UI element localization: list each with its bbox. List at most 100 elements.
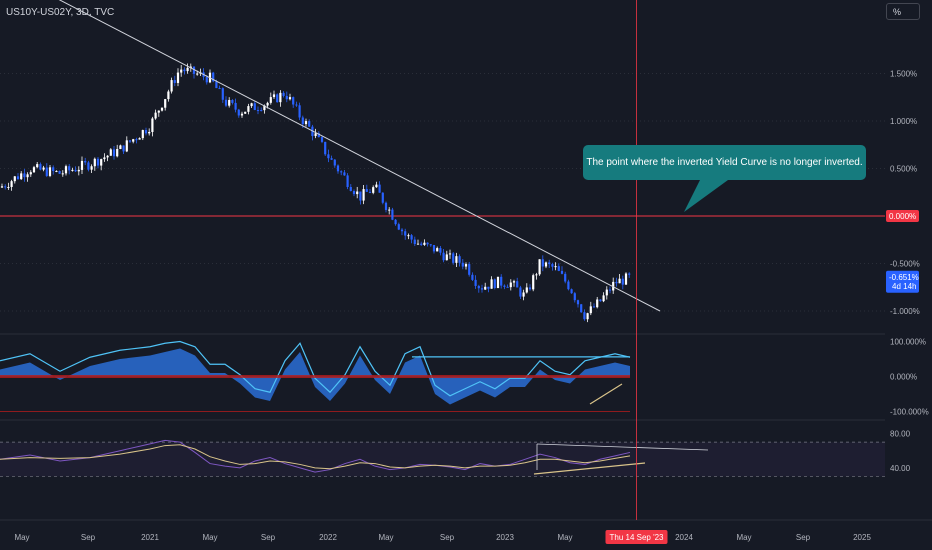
candle-body [404, 231, 407, 236]
candle-body [362, 189, 365, 201]
candle-body [423, 242, 426, 245]
candle-body [340, 171, 343, 173]
candle-body [474, 279, 477, 286]
candle-body [164, 99, 167, 108]
candle-body [477, 285, 480, 289]
candle-body [64, 166, 68, 174]
candle-body [368, 191, 372, 193]
candle-body [80, 160, 84, 170]
candle-body [29, 172, 32, 175]
candle-body [576, 300, 580, 305]
candle-body [135, 139, 138, 141]
candle-body [39, 164, 42, 170]
time-axis-label: May [14, 533, 29, 542]
candle-body [189, 66, 192, 68]
candle-body [32, 167, 36, 173]
candle-body [573, 293, 576, 301]
candle-body [272, 94, 276, 98]
candle-body [557, 266, 560, 271]
candle-body [285, 95, 288, 100]
candle-body [468, 264, 471, 275]
candle-body [13, 176, 16, 182]
candle-body [516, 281, 519, 288]
candle-body [349, 186, 352, 192]
time-axis-label: May [736, 533, 751, 542]
cursor-date-tag [605, 530, 668, 544]
candle-body [192, 66, 196, 74]
candle-body [186, 67, 189, 72]
time-axis-label: 2025 [853, 533, 871, 542]
time-axis-label: Sep [81, 533, 96, 542]
candle-body [154, 112, 157, 119]
price-tick-label: 1.000% [890, 117, 917, 126]
rsi-divergence-arrow [533, 462, 646, 475]
candle-body [372, 187, 375, 193]
candle-body [96, 158, 100, 166]
candle-body [391, 209, 394, 220]
candle-body [317, 133, 320, 138]
candle-body [496, 276, 500, 289]
candle-body [157, 110, 160, 113]
candle-body [100, 159, 103, 166]
candle-body [84, 160, 87, 163]
candle-body [551, 264, 554, 267]
candle-body [359, 191, 362, 201]
candle-body [487, 286, 490, 289]
candle-body [119, 145, 122, 150]
last-price-label: -0.651% [889, 273, 919, 282]
candle-body [298, 105, 301, 118]
candle-body [320, 137, 324, 142]
price-tick-label: -0.500% [890, 260, 920, 269]
candle-body [480, 288, 484, 290]
candle-body [77, 169, 80, 172]
candle-body [346, 175, 349, 187]
candle-body [288, 97, 292, 100]
candle-body [570, 289, 573, 294]
candle-body [292, 97, 295, 105]
candle-body [16, 176, 20, 180]
candle-body [87, 162, 90, 170]
candle-body [330, 158, 333, 160]
time-axis-label: Sep [440, 533, 455, 542]
candle-body [256, 109, 260, 111]
annotation-callout[interactable]: The point where the inverted Yield Curve… [583, 145, 866, 180]
candle-body [61, 173, 64, 175]
zero-price-tag [886, 210, 919, 222]
candle-body [413, 239, 416, 244]
candle-body [544, 262, 548, 267]
candle-body [7, 186, 10, 188]
candle-body [215, 81, 218, 89]
candle-body [608, 289, 612, 291]
candle-body [125, 140, 128, 152]
candle-body [592, 306, 596, 308]
rsi-moving-average [0, 444, 631, 470]
callout-pointer [684, 180, 728, 212]
candle-body [36, 164, 39, 168]
candle-body [74, 169, 77, 172]
candle-body [397, 224, 400, 230]
candle-body [327, 154, 330, 159]
candle-body [471, 274, 474, 280]
candle-body [519, 287, 522, 297]
rsi-trendline [536, 443, 709, 451]
candle-body [212, 72, 215, 82]
candle-body [429, 244, 432, 246]
candle-body [228, 100, 231, 106]
time-axis-label: Sep [796, 533, 811, 542]
candle-body [58, 170, 61, 174]
candle-body [583, 312, 586, 320]
candle-body [442, 252, 445, 261]
candle-body [461, 262, 464, 267]
candle-body [93, 158, 96, 167]
candle-body [500, 276, 503, 286]
candle-body [55, 170, 58, 172]
candle-body [420, 243, 423, 245]
candle-body [244, 111, 247, 114]
percent-scale-button[interactable]: % [886, 3, 920, 20]
candle-body [116, 149, 119, 157]
candle-body [407, 235, 410, 237]
candle-body [624, 273, 628, 285]
candle-body [621, 278, 624, 285]
price-tick-label: 0.500% [890, 165, 917, 174]
